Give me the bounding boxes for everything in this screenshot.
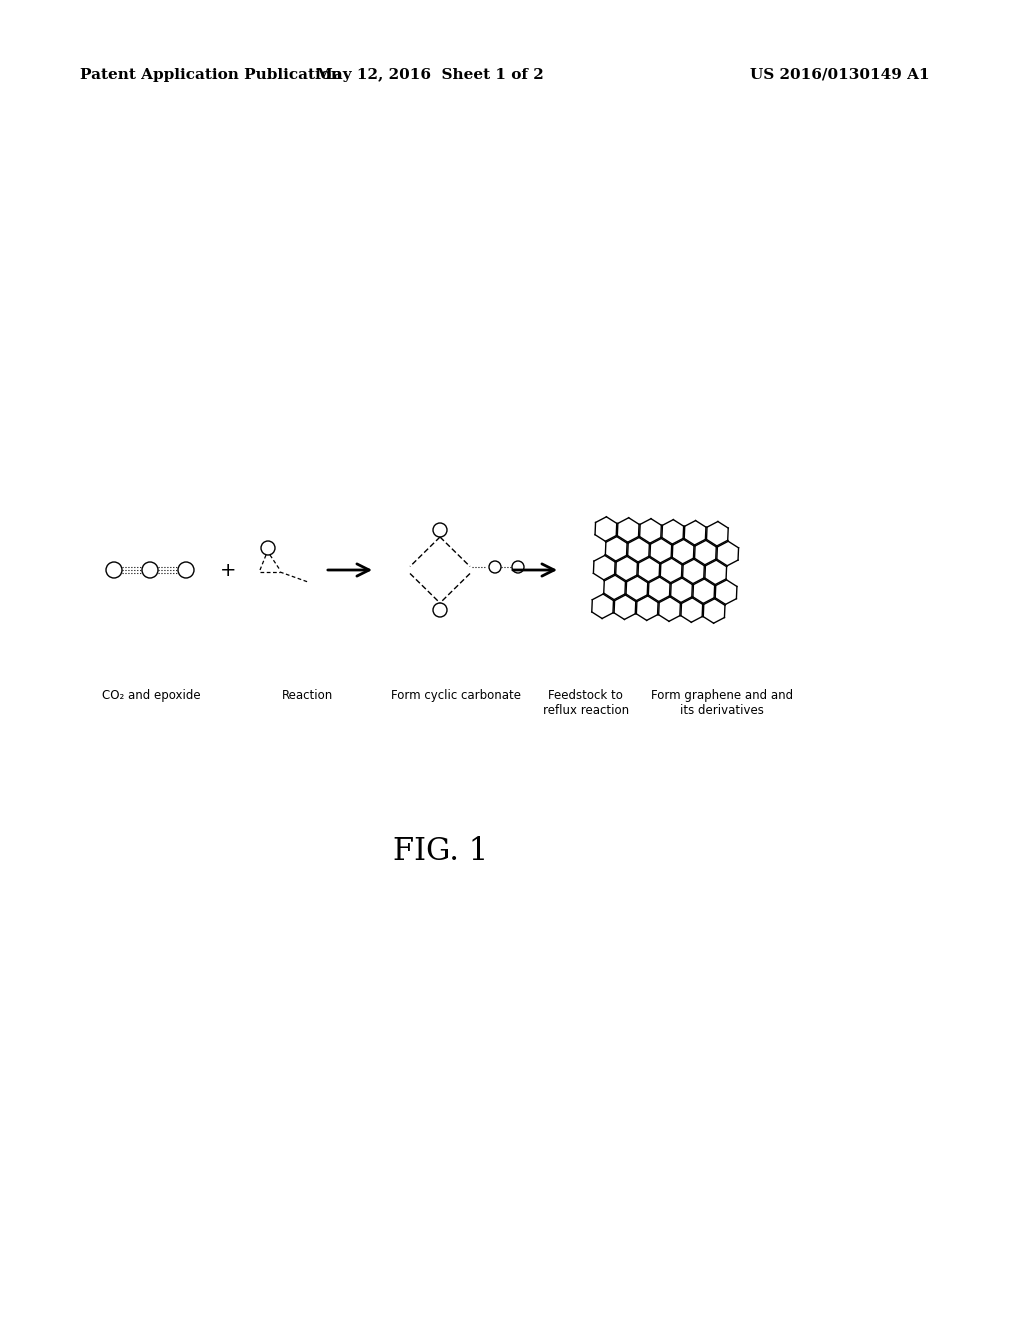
Text: FIG. 1: FIG. 1 — [392, 836, 488, 867]
Text: May 12, 2016  Sheet 1 of 2: May 12, 2016 Sheet 1 of 2 — [316, 69, 544, 82]
Text: US 2016/0130149 A1: US 2016/0130149 A1 — [751, 69, 930, 82]
Text: Patent Application Publication: Patent Application Publication — [80, 69, 342, 82]
Text: Reaction: Reaction — [282, 689, 333, 702]
Text: CO₂ and epoxide: CO₂ and epoxide — [102, 689, 201, 702]
Text: +: + — [220, 561, 237, 579]
Text: Feedstock to
reflux reaction: Feedstock to reflux reaction — [543, 689, 629, 717]
Text: Form cyclic carbonate: Form cyclic carbonate — [391, 689, 520, 702]
Text: Form graphene and and
its derivatives: Form graphene and and its derivatives — [651, 689, 793, 717]
